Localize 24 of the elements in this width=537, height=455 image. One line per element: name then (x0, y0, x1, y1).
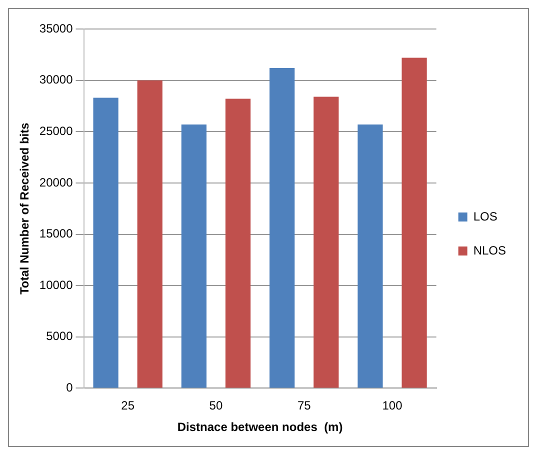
y-tick-label: 25000 (39, 124, 74, 138)
bar (181, 124, 206, 388)
x-tick-label: 50 (209, 398, 223, 413)
bar (270, 68, 295, 388)
y-tick-label: 30000 (39, 72, 74, 87)
y-tick-label: 35000 (39, 21, 74, 36)
legend-label: LOS (473, 209, 498, 224)
y-tick-label: 20000 (39, 175, 74, 190)
y-tick-label: 5000 (46, 329, 74, 344)
bar (402, 58, 427, 388)
bar (93, 98, 118, 388)
y-axis-title: Total Number of Received bits (18, 122, 32, 295)
y-tick-label: 15000 (39, 226, 74, 241)
bar (358, 124, 383, 388)
x-tick-label: 25 (121, 398, 135, 413)
bar (314, 96, 339, 388)
x-tick-label: 75 (297, 398, 312, 413)
x-tick-label: 100 (382, 398, 403, 413)
x-axis-title: Distnace between nodes (m) (177, 420, 343, 434)
bar (137, 80, 162, 388)
y-tick-label: 10000 (39, 278, 74, 292)
y-tick-label: 0 (66, 380, 74, 395)
legend-label: NLOS (473, 243, 506, 258)
bar (225, 98, 251, 388)
